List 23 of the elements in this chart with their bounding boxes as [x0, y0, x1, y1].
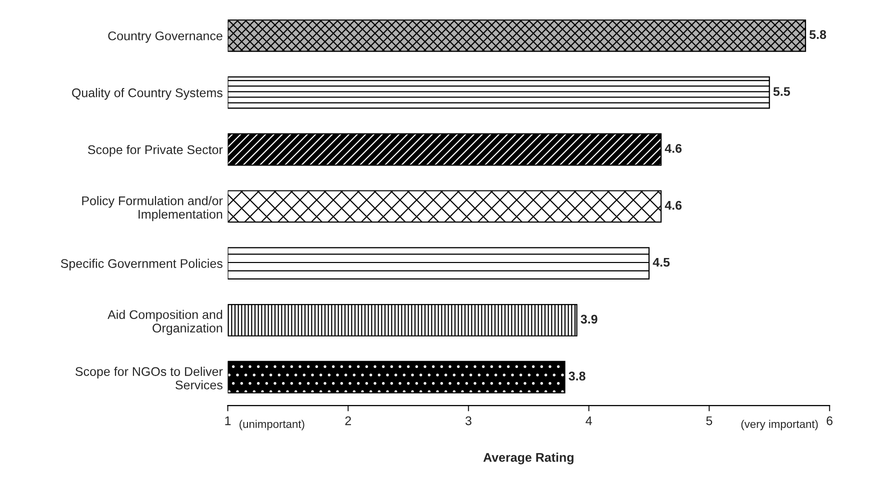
x-tick-label: 6	[826, 416, 832, 426]
y-tick-label: Scope for Private Sector	[88, 144, 223, 157]
data-label: 5.8	[809, 30, 826, 40]
text: (unimportant)	[240, 420, 304, 430]
data-label: 3.8	[568, 372, 586, 381]
y-tick-label: Scope for NGOs to Deliver Services	[76, 366, 223, 390]
x-tick-label: 2	[345, 416, 351, 426]
x-tick-label: 3	[465, 416, 472, 426]
y-tick-label: Quality of Country Systems	[72, 88, 222, 100]
y-tick-label: Aid Composition and Organization	[108, 310, 222, 335]
data-label: 4.5	[652, 258, 670, 267]
data-label: 4.6	[664, 200, 682, 210]
x-tick-label: 1	[225, 416, 231, 426]
y-tick-label: Specific Government Policies	[60, 258, 222, 270]
data-label: 5.5	[773, 87, 790, 96]
y-tick-label: Policy Formulation and/or Implementation	[82, 196, 223, 222]
y-tick-label: Country Governance	[108, 31, 222, 43]
data-label: 4.6	[664, 144, 682, 153]
x-axis-title: Average Rating	[483, 452, 574, 464]
data-label: 3.9	[580, 314, 598, 324]
x-tick-label: 5	[706, 416, 712, 426]
text: (very important)	[741, 420, 818, 430]
x-tick-label: 4	[586, 416, 592, 426]
